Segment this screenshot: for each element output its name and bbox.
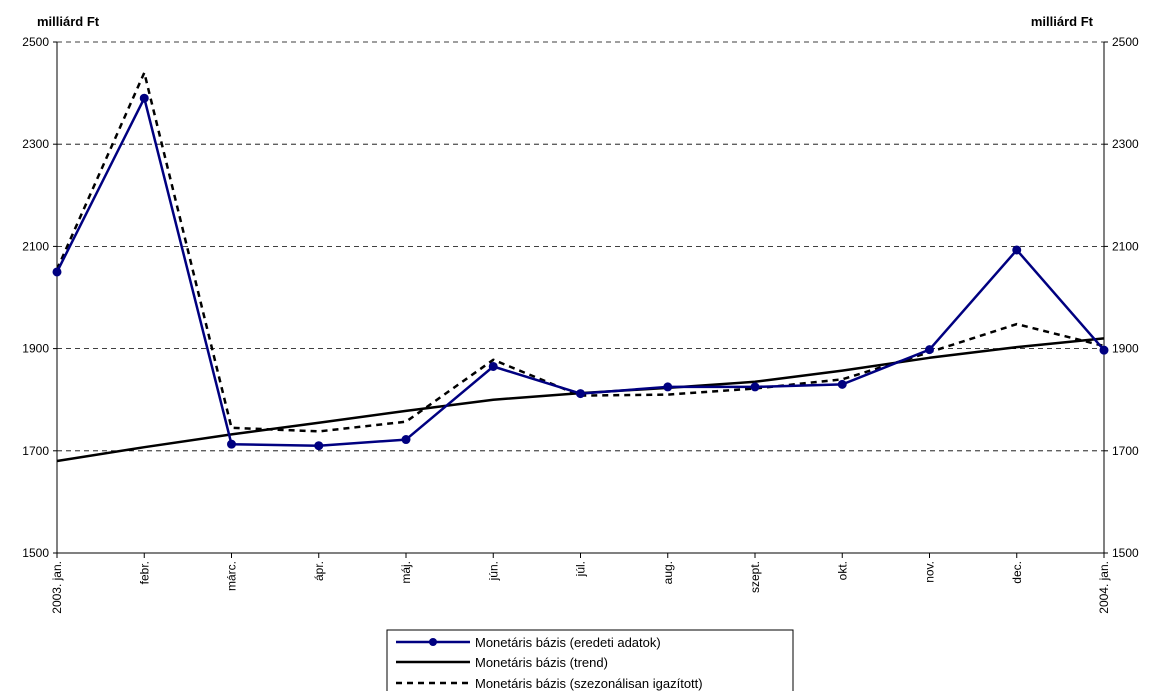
x-tick-label: okt. — [835, 561, 849, 580]
y-tick-labels-left: 1500 1700 1900 2100 2300 2500 — [22, 35, 49, 560]
x-tick-labels: 2003. jan. febr. márc. ápr. máj. jún. júl. aug.… — [50, 561, 1111, 614]
x-tick-label: dec. — [1010, 561, 1024, 584]
data-point — [139, 93, 149, 103]
data-point — [314, 441, 324, 451]
legend-label-0: Monetáris bázis (eredeti adatok) — [475, 635, 661, 650]
series — [52, 71, 1109, 463]
legend-label-1: Monetáris bázis (trend) — [475, 655, 608, 670]
x-tick-label: ápr. — [312, 561, 326, 581]
y-tick-label-left: 1900 — [22, 342, 49, 356]
y-tick-label-left: 1500 — [22, 546, 49, 560]
data-point — [576, 389, 585, 399]
data-point — [925, 345, 934, 355]
data-point — [52, 267, 62, 277]
y-tick-label-right: 2300 — [1112, 137, 1139, 151]
y-axis-unit-right: milliárd Ft — [1031, 14, 1094, 29]
legend-marker — [429, 638, 437, 646]
y-tick-labels-right: 1500 1700 1900 2100 2300 2500 — [1112, 35, 1139, 560]
data-point — [750, 382, 760, 392]
y-tick-label-left: 2500 — [22, 35, 49, 49]
x-tick-label: márc. — [225, 561, 239, 591]
data-point — [663, 382, 673, 392]
y-tick-label-right: 2500 — [1112, 35, 1139, 49]
y-tick-label-left: 2100 — [22, 239, 49, 253]
y-tick-label-right: 1500 — [1112, 546, 1139, 560]
x-tick-label: máj. — [399, 561, 413, 584]
x-tick-label: nov. — [923, 561, 937, 583]
x-tick-label: jún. — [486, 561, 500, 581]
y-tick-label-right: 2100 — [1112, 239, 1139, 253]
y-tick-label-right: 1700 — [1112, 444, 1139, 458]
data-point — [488, 361, 498, 371]
x-tick-label: 2004. jan. — [1097, 561, 1111, 614]
x-tick-label: júl. — [574, 561, 588, 577]
x-tick-label: febr. — [137, 561, 151, 584]
x-tick-label: aug. — [661, 561, 675, 584]
y-tick-label-left: 1700 — [22, 444, 49, 458]
x-tick-label: szept. — [748, 561, 762, 593]
y-tick-label-right: 1900 — [1112, 342, 1139, 356]
x-tick-label: 2003. jan. — [50, 561, 64, 614]
data-point — [227, 439, 236, 449]
y-tick-label-left: 2300 — [22, 137, 49, 151]
data-point — [1012, 245, 1022, 255]
axes — [53, 41, 1108, 558]
data-point — [837, 379, 847, 389]
data-point — [1099, 345, 1109, 355]
legend-label-2: Monetáris bázis (szezonálisan igazított) — [475, 676, 703, 691]
data-point — [401, 435, 411, 445]
grid-lines — [57, 41, 1104, 452]
legend-box — [386, 629, 794, 691]
y-axis-unit-left: milliárd Ft — [37, 14, 100, 29]
legend: Monetáris bázis (eredeti adatok) Monetári… — [386, 629, 794, 691]
